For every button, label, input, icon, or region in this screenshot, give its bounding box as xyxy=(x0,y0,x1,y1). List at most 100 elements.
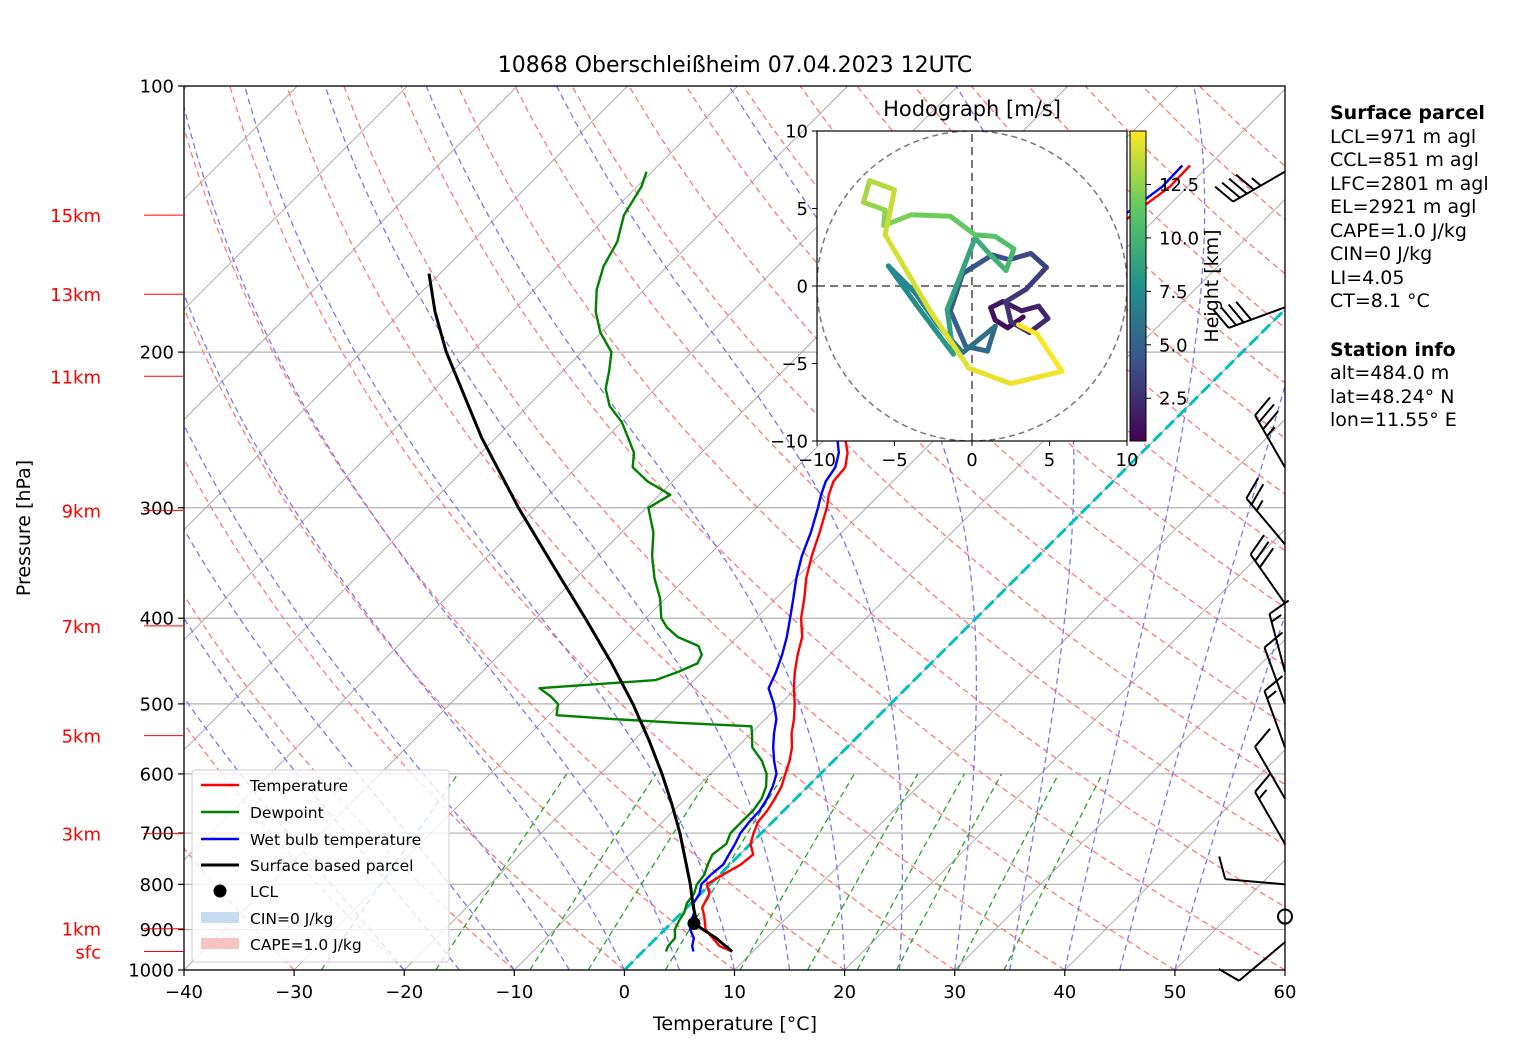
hodograph-colorbar-label: Height [km] xyxy=(1201,229,1223,342)
dry-adiabat xyxy=(343,86,1176,970)
wind-barb-flag xyxy=(1254,773,1271,793)
mixing-ratio-line xyxy=(587,773,712,970)
zero-isotherm-line xyxy=(623,307,1285,970)
hodograph-segment xyxy=(1003,246,1017,273)
colorbar-tick-label: 10.0 xyxy=(1159,228,1199,249)
dry-adiabat xyxy=(184,306,735,970)
hodograph-segment xyxy=(861,178,873,205)
info-panel: Surface parcel LCL=971 m agl CCL=851 m a… xyxy=(1330,102,1489,433)
mixing-ratio-line xyxy=(739,773,855,970)
mixing-ratio-line xyxy=(1003,773,1103,970)
wind-barb-flag xyxy=(1218,968,1240,982)
surface-line-lfc: LFC=2801 m agl xyxy=(1330,172,1489,195)
wind-barb-staff xyxy=(1245,497,1286,546)
hodograph-x-tick-label: −5 xyxy=(881,450,908,471)
x-tick-label: −20 xyxy=(385,982,423,1003)
isotherm-line xyxy=(844,528,1285,970)
height-label: 9km xyxy=(62,501,101,522)
wind-barb-flag xyxy=(1263,631,1284,649)
hodograph-x-tick-label: 10 xyxy=(1116,450,1139,471)
wind-barb-flag xyxy=(1249,534,1265,555)
moist-adiabat xyxy=(955,86,1075,970)
hodograph-segment xyxy=(882,232,933,314)
wind-barb-staff xyxy=(1254,746,1286,800)
x-tick-label: 10 xyxy=(723,982,746,1003)
y-tick-label: 200 xyxy=(140,343,174,364)
legend-swatch-lcl xyxy=(213,884,227,898)
x-tick-label: 60 xyxy=(1274,982,1297,1003)
dry-adiabat xyxy=(286,86,1066,970)
hodograph-y-tick-label: 0 xyxy=(797,277,808,298)
moist-adiabat xyxy=(1064,86,1206,970)
x-axis-label: Temperature [°C] xyxy=(652,1013,817,1035)
moist-adiabat xyxy=(1174,613,1285,970)
hodograph-segment xyxy=(972,235,992,256)
y-tick-label: 500 xyxy=(140,694,174,715)
wind-barb-flag xyxy=(1258,403,1275,423)
hodograph-segment xyxy=(944,235,978,312)
hodograph-segment xyxy=(992,233,1017,252)
station-line-alt: alt=484.0 m xyxy=(1330,362,1450,384)
hodograph-segment xyxy=(881,207,888,229)
surface-line-li: LI=4.05 xyxy=(1330,266,1405,289)
hodograph-segment xyxy=(1034,331,1065,374)
isotherm-line xyxy=(513,198,1285,970)
mixing-ratio-line xyxy=(435,773,568,970)
x-tick-label: 20 xyxy=(833,982,856,1003)
legend-label-wetbulb: Wet bulb temperature xyxy=(250,831,421,849)
isotherm-line xyxy=(184,86,518,421)
hodograph-colorbar-ticks: 2.5 5.0 7.5 10.0 12.5 xyxy=(1146,175,1199,410)
hodograph-segment xyxy=(966,365,1014,387)
isotherm-line xyxy=(954,638,1285,970)
wind-barb-half-flag xyxy=(1258,789,1268,800)
wind-barb-flag xyxy=(1262,410,1279,430)
moist-adiabat xyxy=(556,86,904,970)
moist-adiabat xyxy=(184,104,681,970)
x-tick-label: −10 xyxy=(495,982,533,1003)
hodograph-segment xyxy=(986,250,1009,273)
legend-label-cape: CAPE=1.0 J/kg xyxy=(250,936,362,954)
x-tick-label: 40 xyxy=(1053,982,1076,1003)
mixing-ratio-line xyxy=(807,773,919,970)
surface-line-ccl: CCL=851 m agl xyxy=(1330,149,1479,171)
wind-barb-staff xyxy=(1228,306,1286,329)
moist-adiabat xyxy=(728,86,978,970)
height-label: 13km xyxy=(50,285,101,306)
height-label: 7km xyxy=(62,617,101,638)
wind-barb-half-flag xyxy=(1251,177,1262,187)
hodograph-colorbar xyxy=(1129,130,1147,442)
hodograph-segment xyxy=(947,308,969,349)
hodograph-segment xyxy=(1016,322,1040,337)
hodograph-y-tick-label: −10 xyxy=(770,432,808,453)
isotherm-line xyxy=(184,86,408,311)
mixing-ratio-line xyxy=(664,773,785,970)
wind-barb-flag xyxy=(1218,856,1227,880)
dry-adiabat xyxy=(184,126,845,970)
height-label: 15km xyxy=(50,206,101,227)
isotherm-line xyxy=(184,86,849,751)
isotherm-line xyxy=(184,86,739,641)
y-axis-label: Pressure [hPa] xyxy=(13,460,35,596)
wind-barb-flag xyxy=(1212,309,1230,329)
dry-adiabat xyxy=(400,86,1285,970)
hodograph-segment xyxy=(972,232,998,239)
y-tick-label: 900 xyxy=(140,920,174,941)
hodograph-segment xyxy=(989,252,1012,263)
colorbar-tick-label: 7.5 xyxy=(1159,282,1188,303)
mixing-ratio-line xyxy=(956,773,1060,970)
height-label: 11km xyxy=(50,367,101,388)
hodograph-y-tick-label: 10 xyxy=(785,122,808,143)
isotherm-line xyxy=(184,86,628,531)
calm-wind-marker xyxy=(1277,908,1293,925)
moist-adiabat xyxy=(184,528,515,970)
surface-line-cin: CIN=0 J/kg xyxy=(1330,243,1433,265)
hodograph-segment xyxy=(867,178,897,193)
surface-parcel-heading: Surface parcel xyxy=(1330,102,1485,124)
hodograph-x-tick-label: 0 xyxy=(966,450,977,471)
colorbar-tick-label: 12.5 xyxy=(1159,175,1199,196)
height-label: 1km xyxy=(62,920,101,941)
x-tick-label: 50 xyxy=(1163,982,1186,1003)
height-label: sfc xyxy=(75,943,101,964)
wind-barb-flag xyxy=(1214,185,1234,203)
